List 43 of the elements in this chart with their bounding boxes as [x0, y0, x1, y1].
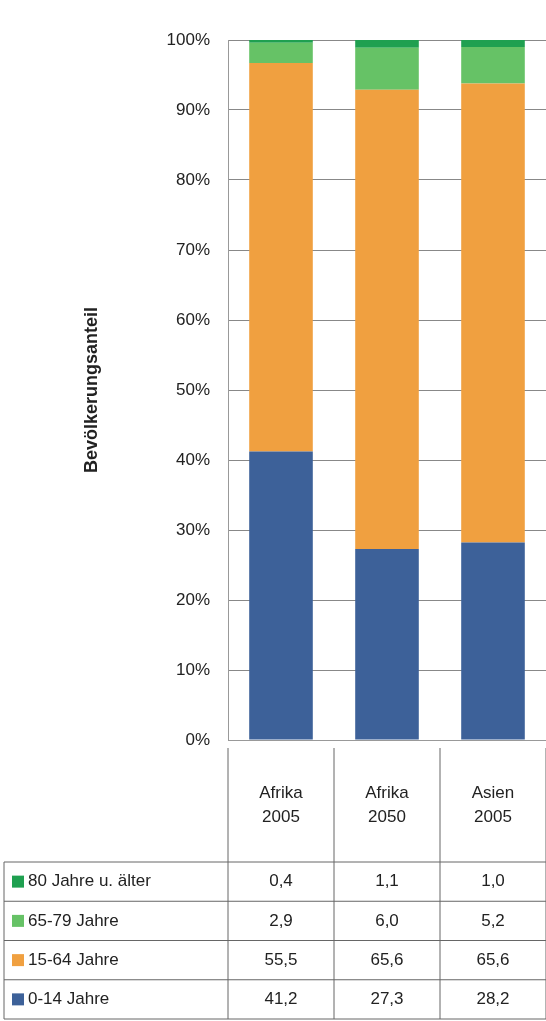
y-tick-label: 70%: [175, 239, 210, 259]
data-label: 65,6: [476, 949, 510, 969]
data-label: 41,2: [264, 989, 298, 1009]
data-label: 65,6: [370, 949, 404, 969]
y-tick-label: 80%: [175, 169, 210, 189]
bar: [249, 451, 313, 740]
legend-label: 80 Jahre u. älter: [28, 871, 152, 891]
y-tick-label: 30%: [175, 519, 210, 539]
data-label: 28,2: [476, 989, 510, 1009]
data-label: 2,9: [269, 910, 293, 930]
bar: [355, 89, 419, 549]
bar: [355, 548, 419, 740]
y-tick-label: 40%: [175, 449, 210, 469]
bar: [355, 47, 419, 90]
data-label: 6,0: [375, 910, 399, 930]
bar: [249, 42, 313, 64]
legend-label: 15-64 Jahre: [28, 949, 119, 969]
data-label: 27,3: [370, 989, 404, 1009]
y-tick-label: 10%: [175, 659, 210, 679]
data-label: 1,1: [375, 871, 399, 891]
y-tick-label: 90%: [175, 99, 210, 119]
data-label: 1,0: [481, 871, 505, 891]
x-tick-label: Afrika 2005: [259, 782, 304, 826]
bar: [461, 83, 525, 543]
y-tick-label: 50%: [175, 379, 210, 399]
legend-label: 65-79 Jahre: [28, 910, 119, 930]
data-label: 55,5: [264, 949, 298, 969]
data-label: 5,2: [481, 910, 505, 930]
y-tick-label: 0%: [185, 729, 210, 749]
bar: [355, 40, 419, 48]
x-tick-label: Asien 2005: [471, 782, 515, 826]
y-tick-label: 100%: [166, 29, 210, 49]
bar: [249, 63, 313, 452]
legend-label: 0-14 Jahre: [28, 989, 110, 1009]
y-tick-label: 60%: [175, 309, 210, 329]
bar: [461, 542, 525, 740]
bar: [461, 40, 525, 47]
x-tick-label: Afrika 2050: [365, 782, 410, 826]
bar: [249, 40, 313, 43]
bar: [461, 47, 525, 84]
data-label: 0,4: [269, 871, 293, 891]
y-tick-label: 20%: [175, 589, 210, 609]
y-axis-title: Bevölkerungsanteil: [80, 306, 101, 474]
